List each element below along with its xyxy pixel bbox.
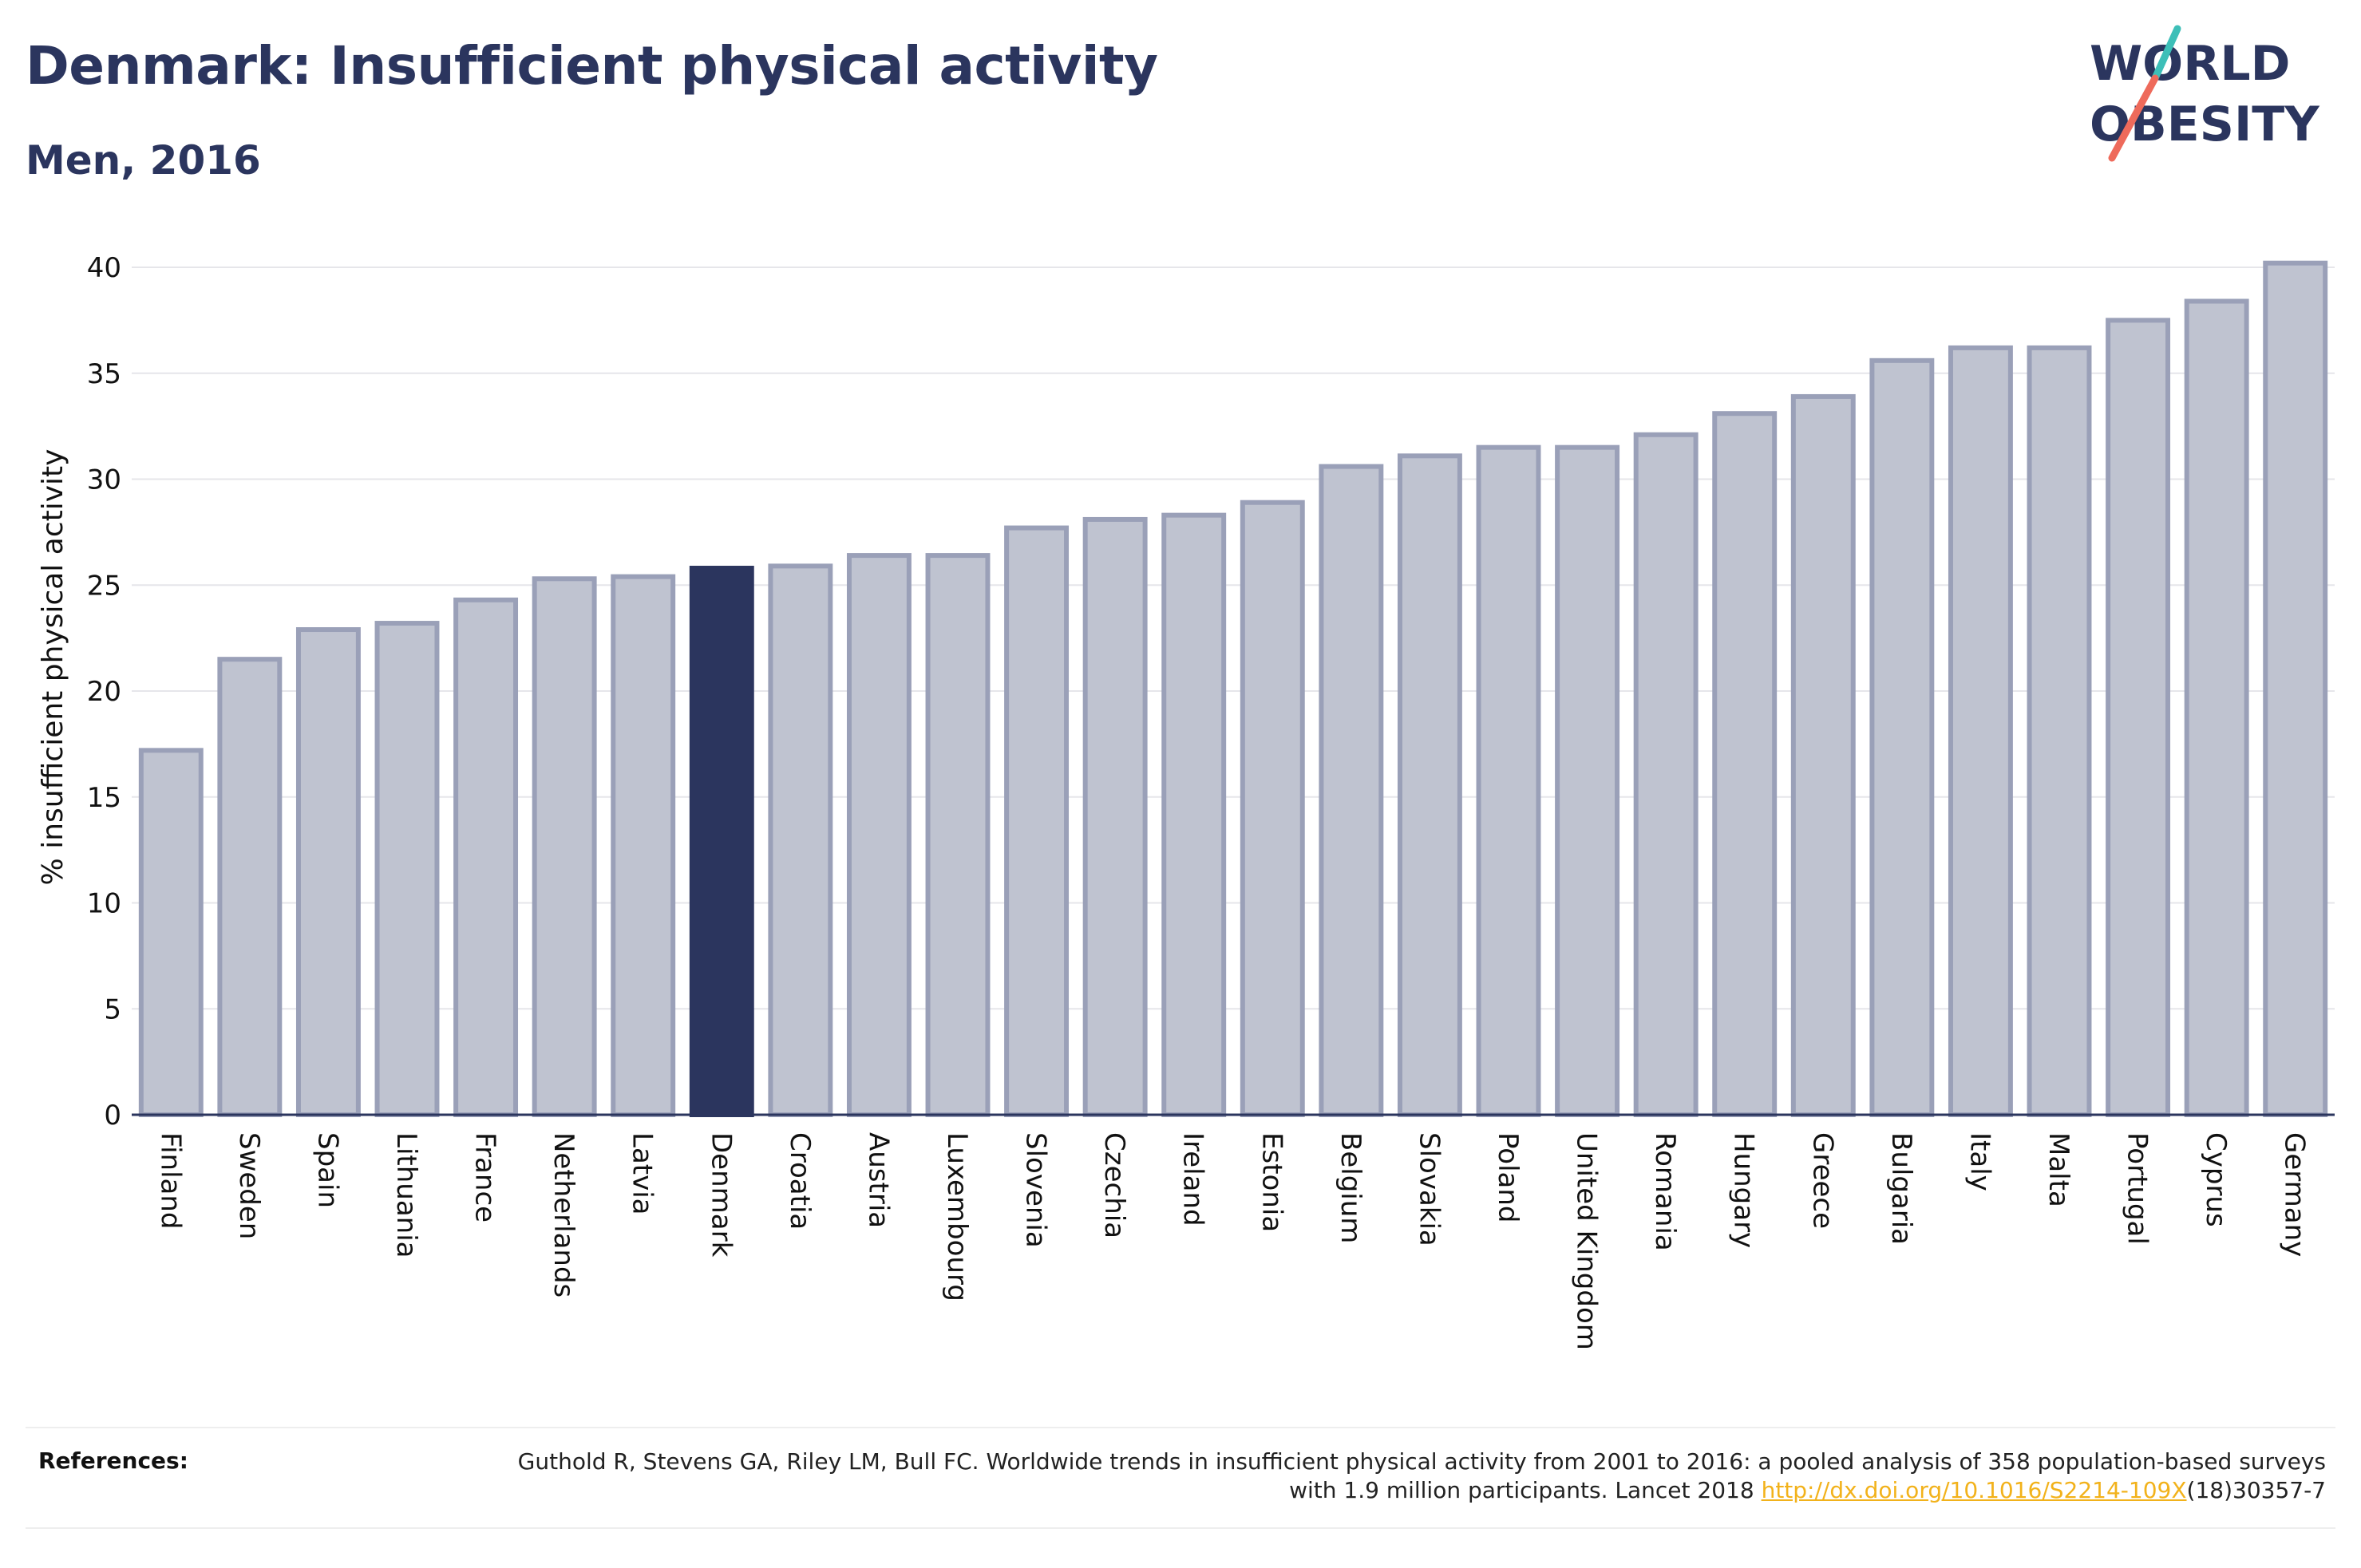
x-tick-label: France [469,1132,501,1222]
x-tick-label: Portugal [2122,1132,2153,1245]
y-tick-label: 0 [104,1100,121,1132]
reference-citation: Guthold R, Stevens GA, Riley LM, Bull FC… [517,1448,2326,1503]
bars [138,260,2328,1118]
y-tick-label: 30 [87,464,121,496]
bar-slovenia [1004,525,1070,1117]
bar-portugal [2106,318,2171,1117]
x-tick-label: Denmark [705,1132,737,1258]
chart-subtitle: Men, 2016 [26,137,261,184]
x-tick-label: Estonia [1256,1132,1287,1232]
bar-spain [295,627,361,1117]
bar-ireland [1161,512,1227,1117]
bar-czechia [1082,516,1148,1117]
bar-netherlands [532,576,597,1117]
reference-doi-link[interactable]: http://dx.doi.org/10.1016/S2214-109X [1761,1477,2187,1503]
bar-estonia [1240,500,1305,1117]
x-tick-label: Italy [1964,1132,1995,1191]
y-axis-title: % insufficient physical activity [37,449,69,886]
world-obesity-logo: WORLD OBESITY [2090,25,2320,162]
category-labels: Finland Sweden Spain Lithuania France Netherl… [154,1132,2310,1350]
bar-denmark [689,566,754,1117]
references-text: Guthold R, Stevens GA, Riley LM, Bull FC… [490,1448,2326,1505]
bar-slovakia [1397,453,1462,1117]
x-tick-label: United Kingdom [1571,1132,1603,1350]
x-tick-label: Slovenia [1020,1132,1052,1248]
references-label: References: [38,1448,188,1474]
x-tick-label: Austria [862,1132,894,1228]
bar-united-kingdom [1555,444,1620,1117]
y-tick-label: 10 [87,888,121,920]
y-tick-label: 35 [87,358,121,390]
x-tick-label: Poland [1492,1132,1524,1223]
x-tick-label: Spain [311,1132,343,1208]
chart-title: Denmark: Insufficient physical activity [26,35,1158,97]
x-tick-label: Germany [2279,1132,2311,1257]
bar-france [453,597,519,1117]
x-tick-label: Malta [2043,1132,2074,1207]
logo-slash-bottom [2108,74,2159,162]
bar-poland [1476,444,1541,1117]
x-tick-label: Netherlands [548,1132,579,1297]
x-tick-label: Finland [154,1132,186,1230]
bar-germany [2263,260,2328,1118]
bar-lithuania [374,621,440,1117]
x-tick-label: Bulgaria [1885,1132,1917,1245]
bar-chart: 0 5 10 15 20 25 30 35 40 Finland Sweden Spain Lithu… [37,252,2335,1350]
y-tick-label: 20 [87,676,121,708]
x-tick-label: Slovakia [1413,1132,1445,1246]
bar-malta [2027,345,2092,1117]
references-section: References: Guthold R, Stevens GA, Riley… [26,1427,2335,1529]
bar-greece [1790,393,1856,1117]
x-tick-label: Hungary [1728,1132,1760,1248]
bar-hungary [1712,411,1778,1117]
y-tick-label: 40 [87,252,121,284]
bar-belgium [1319,464,1384,1117]
x-tick-label: Lithuania [390,1132,422,1258]
y-tick-label: 5 [104,993,121,1025]
bar-cyprus [2184,298,2249,1118]
bar-sweden [217,657,283,1117]
bar-luxembourg [925,553,991,1117]
y-tick-label: 25 [87,570,121,602]
x-tick-label: Latvia [627,1132,658,1215]
bar-romania [1633,432,1699,1117]
bar-finland [138,748,204,1118]
x-tick-label: Ireland [1177,1132,1209,1226]
x-tick-label: Croatia [784,1132,816,1230]
bar-bulgaria [1869,357,1935,1117]
x-tick-label: Greece [1806,1132,1838,1229]
y-tick-label: 15 [87,782,121,814]
x-tick-label: Sweden [233,1132,265,1239]
logo-word-world: WORLD [2090,36,2290,92]
reference-doi-suffix: (18)30357-7 [2186,1477,2326,1503]
logo-slash-top [2151,25,2181,82]
x-tick-label: Romania [1649,1132,1681,1251]
bar-austria [846,553,912,1117]
x-tick-label: Belgium [1335,1132,1366,1243]
axes: 0 5 10 15 20 25 30 35 40 [87,252,2335,1132]
x-tick-label: Cyprus [2200,1132,2232,1227]
bar-croatia [768,563,833,1117]
x-tick-label: Luxembourg [941,1132,973,1301]
bar-latvia [611,574,676,1117]
x-tick-label: Czechia [1098,1132,1130,1238]
bar-italy [1948,345,2013,1117]
